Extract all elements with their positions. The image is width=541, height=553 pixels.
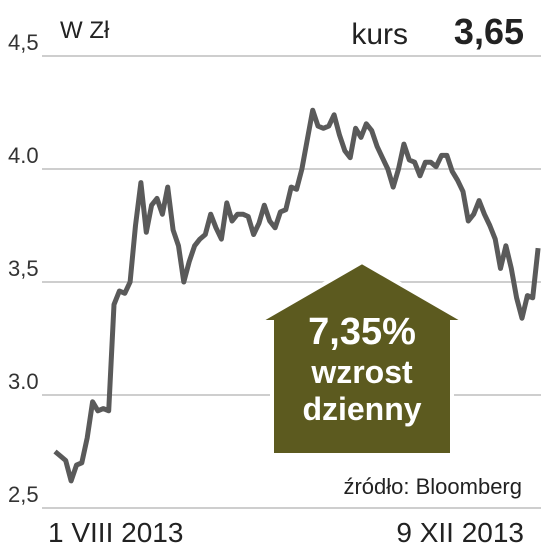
change-line2: dzienny xyxy=(302,391,421,427)
change-line1: wzrost xyxy=(310,354,413,390)
plot xyxy=(53,107,541,484)
kurs-value: 3,65 xyxy=(454,11,524,52)
kurs-label: kurs xyxy=(351,18,408,51)
y-tick-label: 2,5 xyxy=(8,482,39,507)
y-tick-label: 3,5 xyxy=(8,256,39,281)
y-tick-label: 4.0 xyxy=(8,143,39,168)
y-tick-label: 3.0 xyxy=(8,369,39,394)
x-tick-label: 1 VIII 2013 xyxy=(48,517,183,548)
arrow-badge xyxy=(250,259,474,457)
unit-label: W Zł xyxy=(60,17,110,44)
source: źródło: Bloomberg xyxy=(343,474,522,499)
change-value: 7,35% xyxy=(308,311,416,353)
price-line xyxy=(53,107,541,484)
x-tick-label: 9 XII 2013 xyxy=(396,517,524,548)
y-tick-label: 4,5 xyxy=(8,30,39,55)
